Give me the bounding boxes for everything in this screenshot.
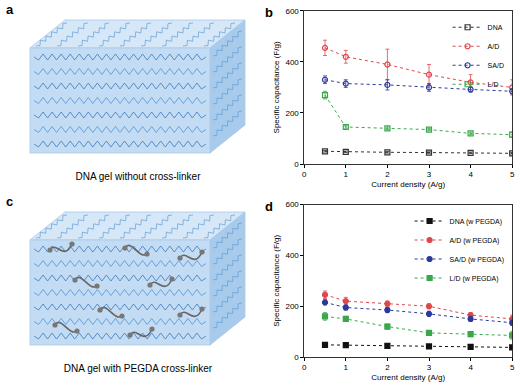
svg-text:4: 4 [468, 170, 473, 179]
svg-text:0: 0 [294, 353, 299, 362]
svg-text:Specific capacitance (F/g): Specific capacitance (F/g) [272, 41, 281, 133]
svg-text:Current density (A/g): Current density (A/g) [371, 373, 445, 382]
svg-text:1: 1 [344, 363, 349, 372]
svg-text:DNA gel without cross-linker: DNA gel without cross-linker [75, 171, 201, 182]
svg-text:A/D: A/D [488, 43, 500, 50]
svg-text:c: c [6, 194, 13, 209]
svg-text:4: 4 [468, 363, 473, 372]
svg-text:400: 400 [285, 58, 299, 67]
svg-text:5: 5 [510, 170, 515, 179]
svg-text:Specific capacitance (F/g): Specific capacitance (F/g) [272, 234, 281, 326]
svg-text:Current density (A/g): Current density (A/g) [371, 180, 445, 189]
svg-text:3: 3 [427, 170, 432, 179]
svg-text:200: 200 [285, 302, 299, 311]
svg-text:0: 0 [302, 170, 307, 179]
svg-text:SA/D (w PEGDA): SA/D (w PEGDA) [450, 256, 504, 264]
svg-text:0: 0 [302, 363, 307, 372]
svg-text:5: 5 [510, 363, 515, 372]
svg-text:2: 2 [385, 170, 390, 179]
svg-text:d: d [265, 199, 273, 214]
svg-text:600: 600 [285, 200, 299, 209]
svg-text:b: b [265, 5, 273, 20]
svg-text:1: 1 [344, 170, 349, 179]
svg-text:0: 0 [294, 160, 299, 169]
svg-text:L/D: L/D [488, 81, 499, 88]
svg-text:400: 400 [285, 251, 299, 260]
svg-text:DNA: DNA [488, 24, 503, 31]
svg-text:a: a [6, 2, 14, 17]
svg-text:A/D (w PEGDA): A/D (w PEGDA) [450, 237, 500, 245]
svg-text:3: 3 [427, 363, 432, 372]
svg-text:600: 600 [285, 7, 299, 16]
svg-text:200: 200 [285, 109, 299, 118]
svg-text:2: 2 [385, 363, 390, 372]
svg-text:DNA (w PEGDA): DNA (w PEGDA) [450, 218, 503, 226]
svg-text:DNA gel with PEGDA cross-linke: DNA gel with PEGDA cross-linker [64, 363, 213, 374]
svg-text:SA/D: SA/D [488, 62, 504, 69]
svg-text:L/D (w PEGDA): L/D (w PEGDA) [450, 275, 499, 283]
